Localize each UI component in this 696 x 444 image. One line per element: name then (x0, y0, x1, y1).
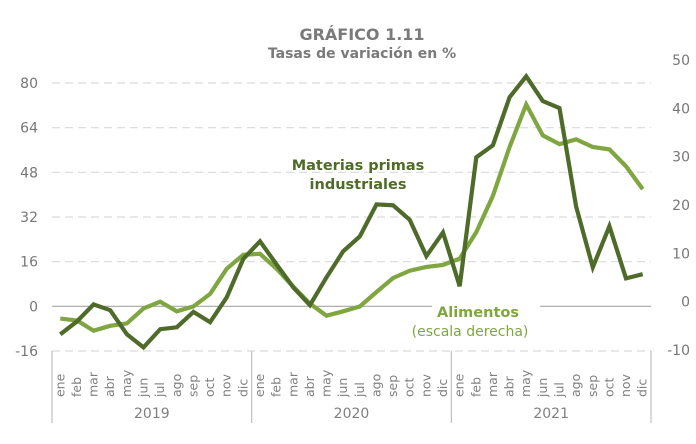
month-label: nov (618, 373, 633, 397)
month-label: jul (352, 382, 367, 398)
month-label: oct (202, 377, 217, 397)
month-label: sep (585, 375, 600, 397)
left-tick-label: 48 (20, 165, 38, 181)
month-label: dic (235, 379, 250, 397)
month-label: ago (169, 374, 184, 397)
month-label: ene (52, 373, 67, 397)
month-label: nov (219, 373, 234, 397)
left-tick-label: 16 (20, 255, 38, 271)
annotation-alimentos-line2: (escala derecha) (412, 324, 529, 340)
month-label: jun (335, 378, 350, 398)
month-label: abr (102, 375, 117, 397)
month-label: jul (551, 382, 566, 398)
year-label: 2019 (134, 406, 170, 422)
month-label: mar (485, 371, 500, 397)
month-label: mar (285, 371, 300, 397)
right-tick-label: 40 (672, 101, 690, 117)
chart-title: GRÁFICO 1.11 (299, 25, 424, 44)
series-lines (59, 72, 645, 351)
chart-subtitle: Tasas de variación en % (268, 46, 456, 62)
right-axis: 50 40 30 20 10 0 -10 (667, 53, 690, 359)
right-tick-label: 10 (672, 246, 690, 262)
year-label: 2021 (533, 406, 569, 422)
month-label: jul (152, 382, 167, 398)
left-tick-label: 80 (20, 76, 38, 92)
right-tick-label: 30 (672, 150, 690, 166)
month-label: feb (468, 377, 483, 397)
month-label: mar (86, 371, 101, 397)
month-label: ene (452, 373, 467, 397)
month-label: feb (69, 377, 84, 397)
month-label: abr (502, 375, 517, 397)
month-label: may (518, 369, 533, 397)
annotation-materias-line2: industriales (310, 177, 407, 193)
month-label: ago (568, 374, 583, 397)
annotation-materias-line1: Materias primas (292, 158, 425, 174)
month-label: abr (302, 375, 317, 397)
right-tick-label: 50 (672, 53, 690, 69)
month-label: sep (385, 375, 400, 397)
right-tick-label: 0 (681, 295, 690, 311)
series-annotations: Materias primas industriales Alimentos (… (292, 158, 529, 340)
month-label: ene (252, 373, 267, 397)
month-label: may (119, 369, 134, 397)
month-label: oct (402, 377, 417, 397)
month-label: jun (535, 378, 550, 398)
series-line-alimentos (60, 99, 645, 333)
series-line-materias-primas (59, 72, 644, 351)
left-tick-label: -16 (15, 344, 38, 360)
year-label: 2020 (334, 406, 370, 422)
month-label: sep (185, 375, 200, 397)
left-tick-label: 64 (20, 121, 38, 137)
left-tick-label: 0 (29, 299, 38, 315)
month-label: oct (601, 377, 616, 397)
month-label: jun (136, 378, 151, 398)
gridlines (52, 82, 651, 352)
left-tick-label: 32 (20, 210, 38, 226)
month-label: dic (635, 379, 650, 397)
month-label: ago (368, 374, 383, 397)
left-axis: 80 64 48 32 16 0 -16 (15, 76, 38, 360)
right-tick-label: -10 (667, 343, 690, 359)
month-label: nov (418, 373, 433, 397)
right-tick-label: 20 (672, 198, 690, 214)
month-label: feb (269, 377, 284, 397)
annotation-alimentos-line1: Alimentos (437, 305, 519, 321)
month-label: may (319, 369, 334, 397)
month-label: dic (435, 379, 450, 397)
